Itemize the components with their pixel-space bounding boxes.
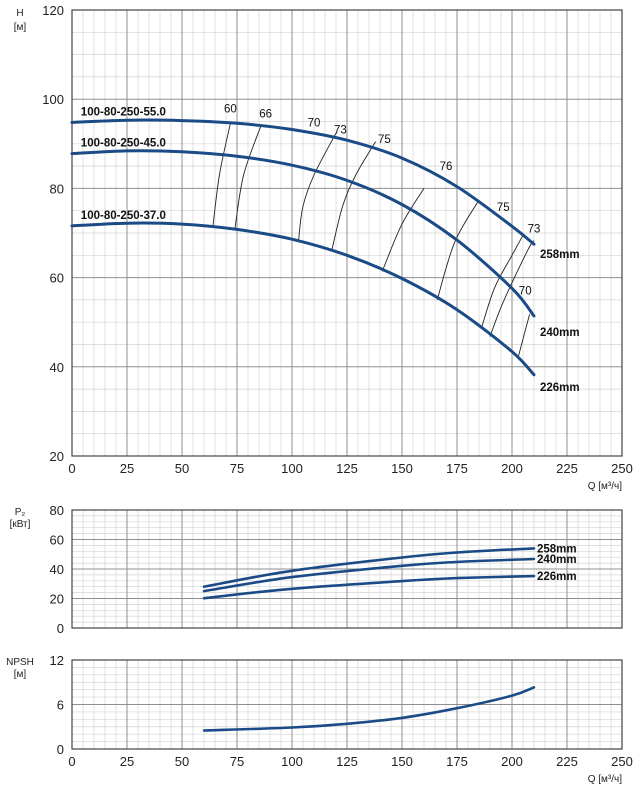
head-curve — [70, 221, 536, 377]
x-tick-label: 25 — [120, 754, 134, 769]
efficiency-line-70 — [518, 314, 531, 356]
efficiency-label: 66 — [259, 108, 272, 120]
x-tick-label: 250 — [611, 754, 633, 769]
power-frame — [71, 509, 623, 629]
x-tick-label: 75 — [230, 461, 244, 476]
head-frame — [71, 9, 623, 457]
efficiency-line-73 — [331, 141, 376, 252]
efficiency-label: 75 — [378, 134, 391, 146]
x-tick-label: 25 — [120, 461, 134, 476]
y-tick-label: 100 — [42, 92, 64, 107]
y-tick-label: 0 — [57, 742, 64, 757]
power-series-label: 258mm — [537, 543, 577, 555]
x-tick-label: 125 — [336, 461, 358, 476]
y-tick-label: 40 — [50, 360, 64, 375]
efficiency-label: 76 — [440, 161, 453, 173]
x-tick-label: 225 — [556, 754, 578, 769]
y-tick-label: 40 — [50, 562, 64, 577]
npsh-panel: 0 6 12 0 25 50 75 100 125 150 175 200 225 250 NPSH[м] Q… — [6, 653, 633, 785]
x-tick-label: 0 — [68, 461, 75, 476]
impeller-diameter-label: 240mm — [540, 327, 580, 339]
impeller-diameter-label: 226mm — [540, 382, 580, 394]
impeller-diameter-label: 258mm — [540, 249, 580, 261]
y-axis-label: NPSH — [6, 657, 34, 668]
efficiency-line-60 — [212, 123, 231, 228]
x-tick-label: 200 — [501, 754, 523, 769]
power-series-label: 226mm — [537, 571, 577, 583]
series-name-label: 100-80-250-37.0 — [81, 210, 166, 222]
y-axis-label: P₂ — [15, 507, 26, 518]
npsh-curve — [202, 686, 536, 732]
y-tick-label: 80 — [50, 181, 64, 196]
series-name-label: 100-80-250-55.0 — [81, 106, 166, 118]
power-curve — [202, 557, 536, 593]
x-axis-label: Q [м³/ч] — [588, 481, 623, 492]
y-tick-label: 60 — [50, 271, 64, 286]
y-tick-label: 120 — [42, 3, 64, 18]
y-axis-unit: [кВт] — [10, 519, 31, 530]
head-series: 100-80-250-55.0 258mm 100-80-250-45.0 240mm… — [70, 106, 580, 394]
y-axis-label: H — [16, 8, 23, 19]
x-tick-label: 50 — [175, 461, 189, 476]
x-tick-label: 200 — [501, 461, 523, 476]
efficiency-line-66 — [234, 124, 262, 230]
x-tick-label: 125 — [336, 754, 358, 769]
efficiency-label: 73 — [334, 125, 347, 137]
power-series-label: 240mm — [537, 554, 577, 566]
x-tick-label: 0 — [68, 754, 75, 769]
power-curve — [202, 547, 536, 588]
efficiency-line-70 — [298, 132, 337, 241]
head-curve — [70, 149, 536, 318]
efficiency-line-75 — [480, 234, 524, 330]
x-tick-label: 100 — [281, 754, 303, 769]
efficiency-lines: 60 66 70 73 75 76 75 73 70 — [212, 104, 541, 356]
head-panel: 20 40 60 80 100 120 0 25 50 75 100 125 150 175 200 225 2… — [14, 3, 633, 492]
x-tick-label: 175 — [446, 461, 468, 476]
efficiency-label: 75 — [497, 202, 510, 214]
head-curve — [70, 118, 536, 246]
series-name-label: 100-80-250-45.0 — [81, 138, 166, 150]
y-tick-label: 60 — [50, 533, 64, 548]
x-tick-label: 75 — [230, 754, 244, 769]
x-tick-label: 150 — [391, 461, 413, 476]
y-axis-unit: [м] — [14, 669, 27, 680]
x-tick-label: 100 — [281, 461, 303, 476]
efficiency-label: 70 — [519, 286, 532, 298]
npsh-major-grid — [71, 659, 623, 750]
npsh-frame — [71, 659, 623, 750]
y-tick-label: 12 — [50, 653, 64, 668]
x-tick-label: 50 — [175, 754, 189, 769]
y-tick-label: 0 — [57, 621, 64, 636]
npsh-series — [202, 686, 536, 732]
efficiency-label: 60 — [224, 104, 237, 116]
efficiency-line-75 — [381, 188, 425, 272]
y-tick-label: 20 — [50, 449, 64, 464]
x-axis-label: Q [м³/ч] — [588, 774, 623, 785]
efficiency-label: 70 — [308, 117, 321, 129]
x-tick-label: 175 — [446, 754, 468, 769]
y-tick-label: 6 — [57, 698, 64, 713]
efficiency-label: 73 — [528, 224, 541, 236]
y-tick-label: 20 — [50, 592, 64, 607]
efficiency-line-76 — [436, 199, 480, 301]
x-tick-label: 225 — [556, 461, 578, 476]
x-tick-label: 150 — [391, 754, 413, 769]
power-curve — [202, 574, 536, 600]
x-tick-label: 250 — [611, 461, 633, 476]
y-axis-unit: [м] — [14, 22, 27, 33]
y-tick-label: 80 — [50, 503, 64, 518]
